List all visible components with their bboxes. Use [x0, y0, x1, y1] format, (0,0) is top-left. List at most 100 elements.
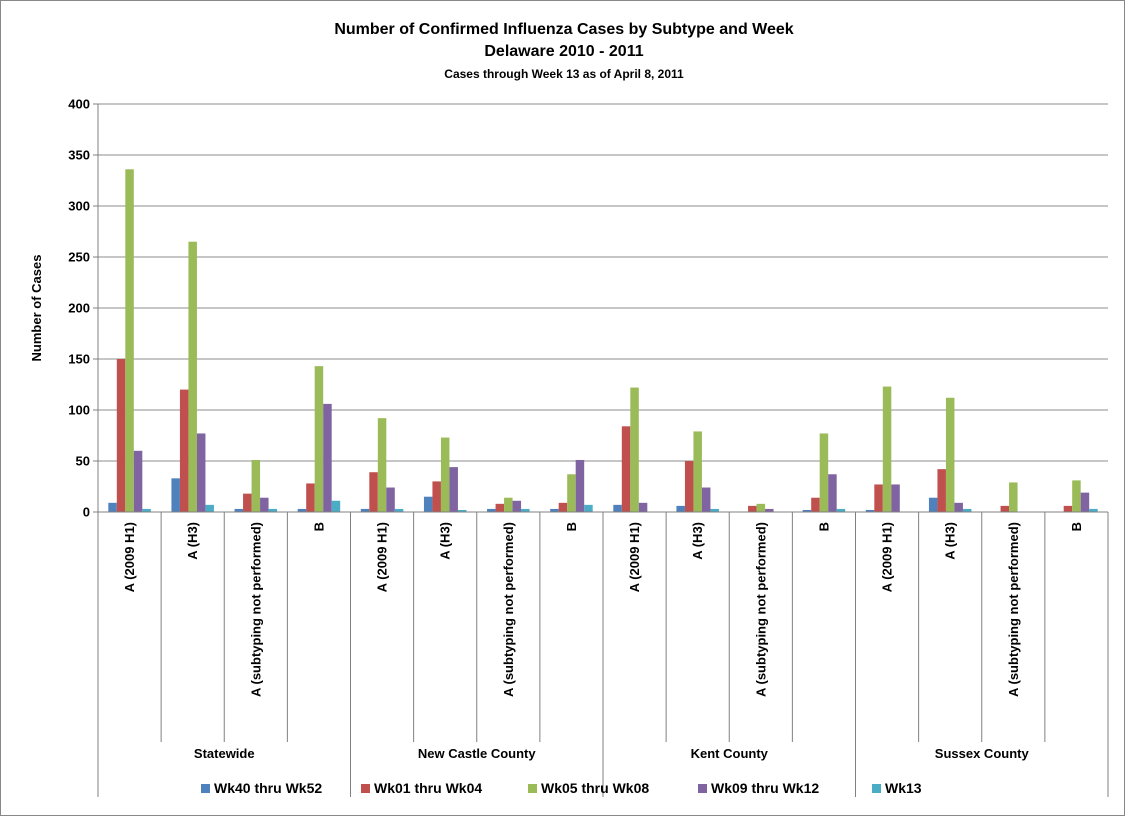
legend-swatch — [698, 784, 707, 793]
bar — [205, 504, 214, 512]
bar — [701, 487, 711, 512]
bar — [521, 508, 530, 512]
bar — [584, 504, 593, 512]
bar — [928, 497, 938, 512]
bar — [314, 366, 324, 512]
bar — [188, 241, 197, 512]
y-tick-label: 250 — [68, 250, 90, 265]
bar — [196, 433, 206, 512]
bar — [748, 505, 757, 512]
bar — [243, 493, 252, 512]
x-tick-label: A (subtyping not performed) — [501, 522, 516, 697]
bar — [1072, 480, 1081, 512]
bar — [693, 431, 702, 512]
y-tick-label: 0 — [83, 505, 90, 520]
x-tick-label: A (2009 H1) — [627, 522, 642, 592]
chart-title: Number of Confirmed Influenza Cases by S… — [334, 21, 793, 38]
y-tick-label: 50 — [76, 454, 90, 469]
bar — [116, 359, 126, 512]
bar — [874, 484, 883, 512]
bar — [945, 397, 955, 512]
bar — [684, 461, 694, 512]
x-tick-label: A (subtyping not performed) — [753, 522, 768, 697]
bar — [142, 508, 151, 512]
bar — [179, 389, 189, 512]
chart-subtitle-2: Cases through Week 13 as of April 8, 201… — [444, 67, 684, 81]
bar — [891, 484, 900, 512]
legend-label: Wk09 thru Wk12 — [711, 780, 819, 796]
legend-label: Wk01 thru Wk04 — [374, 780, 482, 796]
y-tick-label: 100 — [68, 403, 90, 418]
gridlines — [98, 103, 1108, 462]
axes: 0 50 100 150 200 250 300 350 400 A (2009 H1) A (H3… — [68, 97, 1109, 797]
x-tick-label: A (2009 H1) — [122, 522, 137, 592]
bar — [108, 502, 117, 512]
x-tick-label: A (2009 H1) — [880, 522, 895, 592]
bars — [108, 169, 1098, 512]
bar — [638, 502, 648, 512]
bar — [1000, 505, 1010, 512]
bar — [323, 403, 332, 512]
bar — [954, 502, 963, 512]
bar — [487, 508, 496, 512]
x-tick-label: B — [816, 522, 831, 531]
legend-swatch — [872, 784, 881, 793]
legend-swatch — [528, 784, 537, 793]
bar — [360, 508, 370, 512]
bar — [937, 469, 946, 512]
x-tick-label: A (subtyping not performed) — [1006, 522, 1021, 697]
bar — [432, 481, 441, 512]
bar — [802, 509, 812, 512]
bar — [558, 502, 568, 512]
bar — [251, 459, 261, 512]
chart-subtitle: Delaware 2010 - 2011 — [484, 43, 643, 60]
group-label: Kent County — [691, 746, 769, 761]
bar — [836, 508, 846, 512]
bar — [630, 387, 639, 512]
group-label: Statewide — [194, 746, 255, 761]
legend-label: Wk40 thru Wk52 — [214, 780, 322, 796]
bar — [377, 418, 387, 512]
bar — [306, 483, 315, 512]
legend: Wk40 thru Wk52 Wk01 thru Wk04 Wk05 thru Wk… — [201, 780, 922, 796]
legend-label: Wk13 — [885, 780, 922, 796]
x-tick-label: A (H3) — [943, 522, 958, 560]
group-label: New Castle County — [418, 746, 537, 761]
x-tick-label: A (2009 H1) — [375, 522, 390, 592]
group-label: Sussex County — [935, 746, 1030, 761]
y-axis-title: Number of Cases — [29, 255, 44, 362]
bar — [1080, 492, 1090, 512]
bar — [567, 474, 576, 512]
x-tick-label: A (H3) — [438, 522, 453, 560]
y-tick-label: 150 — [68, 352, 90, 367]
legend-swatch — [201, 784, 210, 793]
bar — [386, 487, 395, 512]
bar — [268, 508, 278, 512]
bar — [882, 386, 892, 512]
bar — [676, 505, 685, 512]
bar — [828, 474, 837, 512]
bar — [613, 504, 622, 512]
bar — [440, 437, 450, 512]
bar — [621, 426, 631, 512]
bar — [865, 509, 875, 512]
bar — [819, 433, 829, 512]
bar — [512, 500, 522, 512]
bar — [133, 450, 143, 512]
bar — [234, 508, 244, 512]
bar — [1063, 505, 1073, 512]
x-tick-label: A (H3) — [690, 522, 705, 560]
bar — [710, 508, 719, 512]
bar — [369, 472, 378, 512]
bar — [504, 497, 513, 512]
bar — [811, 497, 820, 512]
x-tick-label: A (H3) — [185, 522, 200, 560]
bar — [394, 508, 404, 512]
x-tick-label: A (subtyping not performed) — [248, 522, 263, 697]
bar — [171, 478, 180, 512]
bar — [765, 508, 774, 512]
x-tick-label: B — [564, 522, 579, 531]
legend-label: Wk05 thru Wk08 — [541, 780, 649, 796]
